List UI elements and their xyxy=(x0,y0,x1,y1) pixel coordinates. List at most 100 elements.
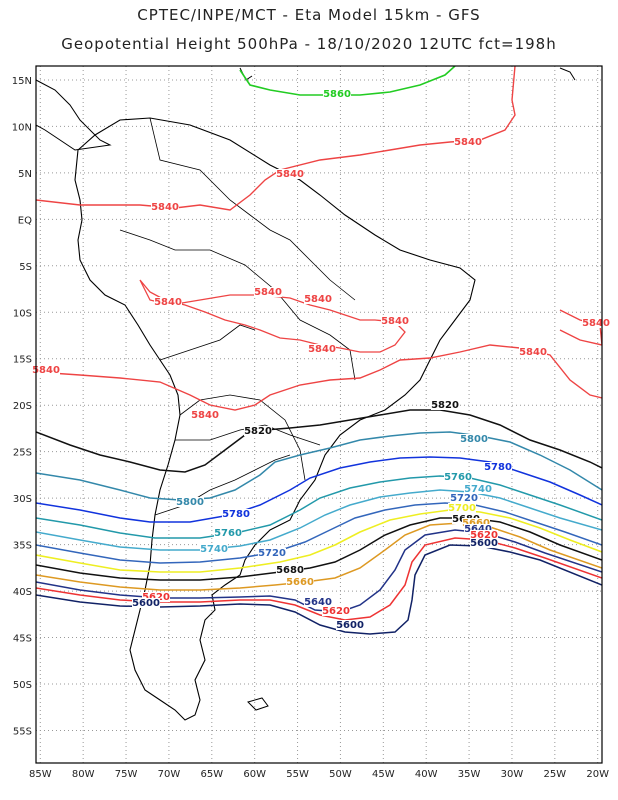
lat-tick-label: 10S xyxy=(13,308,32,319)
lon-tick-label: 25W xyxy=(544,769,567,780)
contour-label-bg xyxy=(32,365,60,375)
lon-tick-label: 55W xyxy=(286,769,309,780)
contour-5720 xyxy=(36,502,602,564)
contour-5680 xyxy=(36,517,602,581)
contour-5600 xyxy=(36,544,602,635)
contour-label-bg xyxy=(444,472,472,482)
contour-label-5740: 5740 xyxy=(464,484,492,495)
graticule xyxy=(36,66,602,763)
lon-tick-label: 65W xyxy=(200,769,223,780)
contour-label-bg xyxy=(519,347,547,357)
south-america-coastline xyxy=(74,117,476,721)
lat-tick-label: 15S xyxy=(13,355,32,366)
contour-labels: 5860 5840 5840 5840 5840 5840 5840 5840 5840 5840… xyxy=(32,89,610,631)
contour-label-5780: 5780 xyxy=(222,509,250,520)
contour-label-5840: 5840 xyxy=(304,294,332,305)
contour-label-5840: 5840 xyxy=(381,316,409,327)
contour-label-bg xyxy=(258,548,286,558)
contour-label-bg xyxy=(460,434,488,444)
falkland-islands xyxy=(247,697,269,711)
contour-5840-interior xyxy=(139,279,406,353)
contour-5840-east xyxy=(559,309,602,346)
contour-label-bg xyxy=(151,202,179,212)
central-america-coastline xyxy=(36,79,112,151)
lon-tick-label: 35W xyxy=(458,769,481,780)
contour-label-5700: 5700 xyxy=(448,503,476,514)
contour-label-bg xyxy=(464,524,492,534)
contour-label-5840: 5840 xyxy=(32,365,60,376)
contour-label-bg xyxy=(132,598,160,608)
contour-label-bg xyxy=(308,344,336,354)
contour-label-5720: 5720 xyxy=(258,548,286,559)
contour-label-5840: 5840 xyxy=(519,347,547,358)
lon-tick-label: 75W xyxy=(115,769,138,780)
contour-label-bg xyxy=(450,493,478,503)
chart-subtitle: Geopotential Height 500hPa - 18/10/2020 … xyxy=(61,35,557,53)
contour-5700 xyxy=(36,509,602,573)
contour-label-bg xyxy=(484,462,512,472)
contour-label-bg xyxy=(176,497,204,507)
contour-label-bg xyxy=(276,565,304,575)
contour-label-bg xyxy=(276,169,304,179)
lat-tick-label: 40S xyxy=(13,587,32,598)
contour-label-bg xyxy=(454,137,482,147)
height-contours xyxy=(36,66,602,635)
contour-5760 xyxy=(36,475,602,539)
contour-label-5640: 5640 xyxy=(464,524,492,535)
contour-label-bg xyxy=(470,538,498,548)
contour-label-bg xyxy=(154,297,182,307)
contour-label-5840: 5840 xyxy=(308,344,336,355)
contour-label-bg xyxy=(470,530,498,540)
contour-label-5600: 5600 xyxy=(470,538,498,549)
contour-label-5820: 5820 xyxy=(244,426,272,437)
contour-label-bg xyxy=(323,89,351,99)
contour-label-bg xyxy=(322,606,350,616)
lat-tick-label: 50S xyxy=(13,680,32,691)
contour-label-bg xyxy=(286,577,314,587)
contour-label-5600: 5600 xyxy=(336,620,364,631)
contour-label-bg xyxy=(304,597,332,607)
lat-tick-label: 5N xyxy=(18,169,32,180)
contour-label-5800: 5800 xyxy=(176,497,204,508)
contour-label-5720: 5720 xyxy=(450,493,478,504)
contour-label-5820: 5820 xyxy=(431,400,459,411)
caribbean-islands xyxy=(239,67,576,81)
contour-label-5660: 5660 xyxy=(286,577,314,588)
contour-label-bg xyxy=(448,503,476,513)
plot-frame xyxy=(35,65,603,764)
contour-label-bg xyxy=(244,426,272,436)
contour-label-5860: 5860 xyxy=(323,89,351,100)
lon-tick-label: 30W xyxy=(501,769,524,780)
contour-label-bg xyxy=(142,592,170,602)
contour-label-bg xyxy=(336,620,364,630)
contour-5780 xyxy=(36,456,602,523)
lat-tick-label: 10N xyxy=(12,122,32,133)
contour-5800 xyxy=(36,431,602,501)
contour-5840-north xyxy=(36,66,516,211)
contour-label-5660: 5660 xyxy=(462,518,490,529)
lon-tick-label: 80W xyxy=(72,769,95,780)
contour-label-5620: 5620 xyxy=(322,606,350,617)
contour-label-5840: 5840 xyxy=(454,137,482,148)
lat-tick-label: 30S xyxy=(13,494,32,505)
chart-title: CPTEC/INPE/MCT - Eta Model 15km - GFS xyxy=(137,6,481,24)
lat-tick-label: 45S xyxy=(13,634,32,645)
axis-labels: 85W 80W 75W 70W 65W 60W 55W 50W 45W 40W 35W 30W 25W 2… xyxy=(12,76,609,780)
lat-tick-label: EQ xyxy=(18,215,32,226)
lon-tick-label: 50W xyxy=(329,769,352,780)
lon-tick-label: 40W xyxy=(415,769,438,780)
contour-label-bg xyxy=(464,484,492,494)
contour-label-bg xyxy=(200,544,228,554)
lon-tick-label: 70W xyxy=(158,769,181,780)
lon-tick-label: 45W xyxy=(372,769,395,780)
lon-tick-label: 20W xyxy=(586,769,609,780)
contour-label-bg xyxy=(222,509,250,519)
contour-label-5840: 5840 xyxy=(276,169,304,180)
landmass-outlines xyxy=(36,67,576,721)
contour-label-5840: 5840 xyxy=(582,318,610,329)
contour-label-5600: 5600 xyxy=(132,598,160,609)
country-borders xyxy=(119,117,356,516)
contour-label-bg xyxy=(214,528,242,538)
contour-label-5760: 5760 xyxy=(214,528,242,539)
